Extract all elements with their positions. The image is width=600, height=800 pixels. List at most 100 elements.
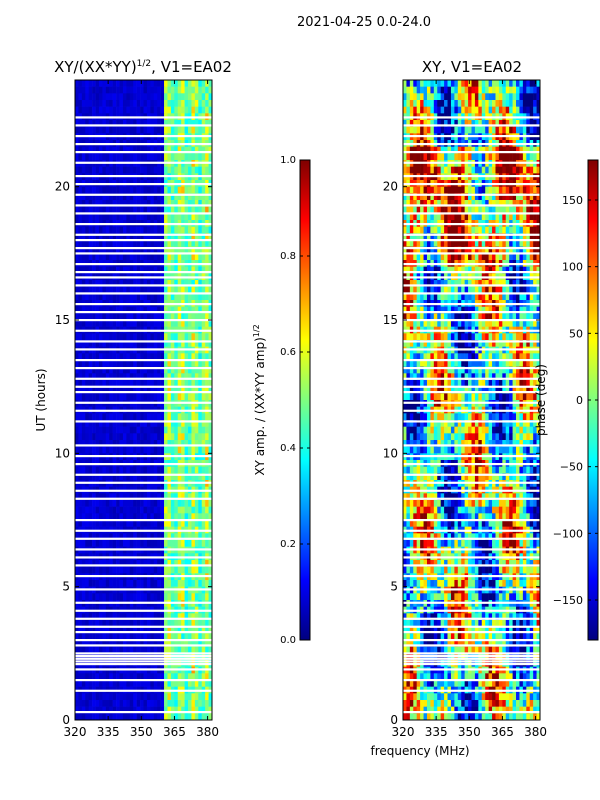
panel1-heatmap-cell	[119, 153, 124, 161]
panel1-heatmap-cell	[105, 126, 110, 134]
panel1-heatmap-cell	[85, 413, 89, 421]
panel1-heatmap-cell	[194, 393, 199, 401]
panel1-heatmap-cell	[85, 360, 89, 367]
panel1-heatmap-cell	[112, 633, 117, 641]
panel1-heatmap-cell	[105, 226, 110, 234]
panel2-heatmap-cell	[505, 193, 510, 201]
panel1-heatmap-cell	[177, 100, 182, 107]
panel2-heatmap-cell	[406, 126, 411, 134]
panel1-heatmap-cell	[92, 626, 96, 634]
panel1-heatmap-cell	[181, 713, 185, 721]
panel1-heatmap-cell	[112, 146, 117, 154]
panel1-heatmap-cell	[122, 153, 127, 161]
panel1-heatmap-cell	[208, 500, 213, 507]
panel1-heatmap-cell	[136, 313, 141, 321]
panel1-heatmap-cell	[98, 106, 103, 114]
panel1-heatmap-cell	[164, 626, 168, 634]
panel1-heatmap-cell	[85, 333, 89, 341]
panel1-heatmap-cell	[198, 386, 203, 394]
panel2-heatmap-cell	[526, 226, 531, 234]
panel1-heatmap-cell	[150, 626, 155, 634]
panel1-heatmap-cell	[81, 506, 86, 514]
panel1-heatmap-cell	[164, 713, 168, 721]
panel1-heatmap-cell	[150, 613, 155, 621]
panel1-heatmap-cell	[88, 533, 93, 541]
panel2-heatmap-cell	[450, 246, 455, 254]
panel1-heatmap-cell	[75, 233, 79, 241]
panel1-heatmap-cell	[126, 700, 131, 707]
panel1-heatmap-cell	[109, 393, 113, 401]
panel1-heatmap-cell	[92, 373, 96, 381]
panel1-heatmap-cell	[160, 493, 165, 501]
panel2-heatmap-cell	[498, 100, 503, 107]
panel2-heatmap-cell	[426, 240, 431, 247]
panel1-heatmap-cell	[164, 680, 168, 687]
panel1-heatmap-cell	[92, 473, 96, 481]
panel1-heatmap-cell	[143, 380, 148, 387]
panel1-heatmap-cell	[143, 120, 148, 127]
panel1-heatmap-cell	[81, 386, 86, 394]
panel2-heatmap-cell	[502, 166, 507, 174]
panel2-heatmap-cell	[522, 80, 527, 87]
panel1-heatmap-cell	[126, 226, 131, 234]
panel1-heatmap-cell	[194, 700, 199, 707]
panel1-heatmap-cell	[95, 620, 100, 627]
panel1-heatmap-cell	[112, 193, 117, 201]
panel1-heatmap-cell	[88, 320, 93, 327]
panel2-heatmap-cell	[447, 233, 452, 241]
panel2-heatmap-cell	[474, 100, 479, 107]
panel1-heatmap-cell	[181, 106, 185, 114]
panel1-heatmap-cell	[208, 253, 213, 261]
panel2-heatmap-cell	[481, 126, 486, 134]
panel1-heatmap-cell	[95, 280, 100, 287]
panel1-heatmap-cell	[157, 640, 161, 647]
panel2-heatmap-cell	[488, 246, 493, 254]
panel2-heatmap-cell	[413, 126, 417, 134]
panel1-heatmap-cell	[78, 240, 83, 247]
panel1-heatmap-cell	[160, 566, 165, 574]
panel1-heatmap-cell	[136, 253, 141, 261]
panel1-heatmap-cell	[205, 493, 209, 501]
flagged-row	[75, 601, 212, 604]
panel2-heatmap-cell	[426, 200, 431, 207]
panel1-heatmap-cell	[95, 253, 100, 261]
colorbar-amplitude-tick-label: 0.2	[280, 539, 296, 550]
panel1-heatmap-cell	[126, 613, 131, 621]
panel1-heatmap-cell	[136, 593, 141, 601]
panel1-heatmap-cell	[95, 640, 100, 647]
panel1-heatmap-cell	[78, 106, 83, 114]
panel1-heatmap-cell	[164, 593, 168, 601]
panel1-heatmap-cell	[205, 533, 209, 541]
panel1-heatmap-cell	[126, 166, 131, 174]
panel1-heatmap-cell	[188, 700, 192, 707]
panel2-heatmap-cell	[485, 200, 489, 207]
panel2-heatmap-cell	[437, 240, 441, 247]
panel1-heatmap-cell	[136, 706, 141, 714]
panel1-heatmap-cell	[92, 433, 96, 441]
panel1-heatmap-cell	[129, 520, 134, 527]
panel1-heatmap-cell	[75, 366, 79, 374]
panel1-heatmap-cell	[205, 633, 209, 641]
panel2-heatmap-cell	[522, 200, 527, 207]
flagged-row	[75, 319, 212, 322]
panel2-heatmap-cell	[464, 186, 469, 194]
panel1-heatmap-cell	[140, 633, 144, 641]
panel2-heatmap-cell	[457, 240, 462, 247]
panel1-heatmap-cell	[105, 693, 110, 701]
panel1-heatmap-cell	[136, 293, 141, 301]
panel1-heatmap-cell	[146, 413, 151, 421]
panel1-heatmap-cell	[167, 206, 172, 214]
panel2-heatmap-cell	[492, 193, 496, 201]
panel1-heatmap-cell	[133, 560, 137, 567]
panel2-heatmap-cell	[461, 213, 465, 221]
panel2-heatmap-cell	[502, 80, 507, 87]
panel1-heatmap-cell	[102, 206, 107, 214]
panel1-heatmap-cell	[88, 380, 93, 387]
panel1-heatmap-cell	[188, 433, 192, 441]
panel1-heatmap-cell	[191, 146, 196, 154]
panel1-heatmap-cell	[92, 100, 96, 107]
panel1-heatmap-cell	[174, 193, 179, 201]
panel1-heatmap-cell	[188, 380, 192, 387]
panel1-heatmap-cell	[136, 646, 141, 654]
